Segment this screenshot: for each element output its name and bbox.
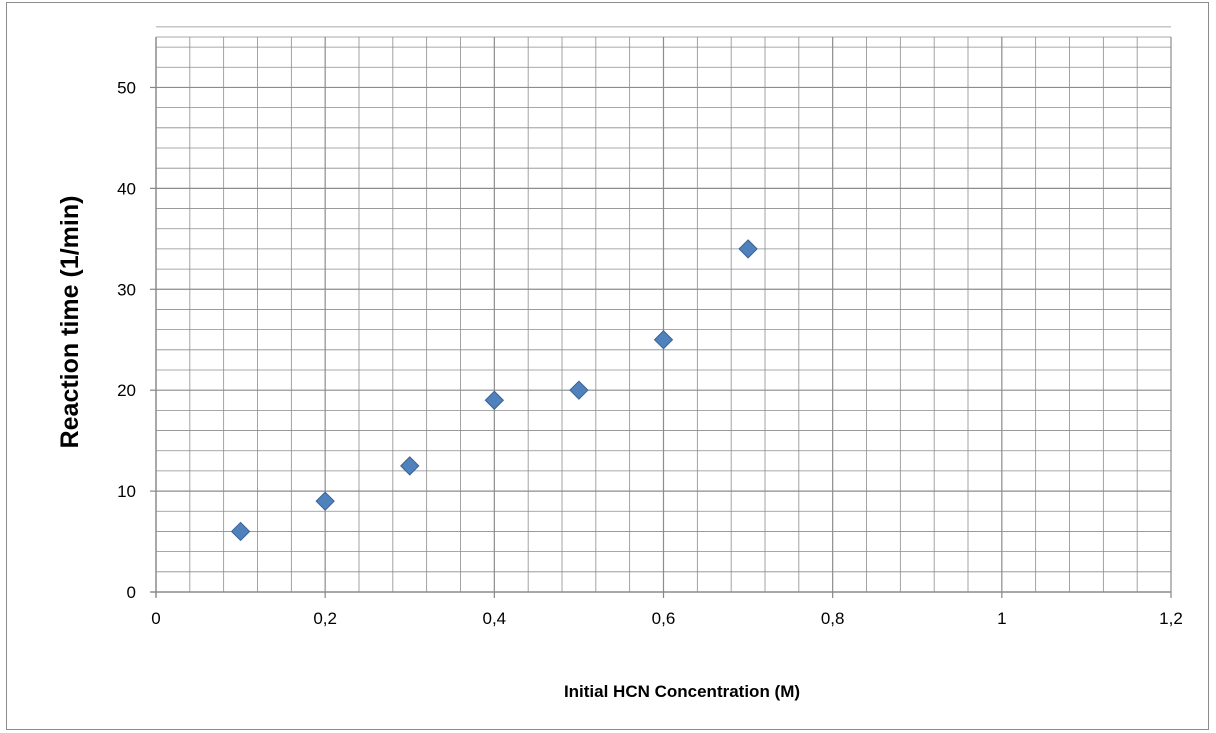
x-tick-label: 0 (151, 609, 160, 628)
y-axis-title: Reaction time (1/min) (56, 196, 84, 449)
y-tick-label: 20 (117, 381, 136, 400)
x-tick-label: 1 (997, 609, 1006, 628)
major-grid (155, 37, 1172, 593)
axes (150, 37, 1172, 598)
y-tick-label: 40 (117, 179, 136, 198)
x-axis-title: Initial HCN Concentration (M) (564, 682, 800, 701)
data-point (230, 521, 251, 542)
y-tick-label: 10 (117, 482, 136, 501)
x-tick-label: 0,6 (652, 609, 676, 628)
y-tick-labels: 0 10 20 30 40 50 (117, 78, 136, 602)
chart-frame (6, 2, 1209, 730)
x-tick-labels: 0 0,2 0,4 0,6 0,8 1 1,2 (151, 609, 1183, 628)
x-tick-label: 0,2 (313, 609, 337, 628)
x-tick-label: 0,8 (821, 609, 845, 628)
data-points (230, 239, 758, 542)
y-tick-label: 30 (117, 280, 136, 299)
y-tick-label: 50 (117, 78, 136, 97)
data-point (484, 390, 505, 410)
data-point (569, 380, 589, 400)
data-point (653, 330, 674, 350)
data-point (315, 491, 335, 511)
data-point (400, 456, 420, 476)
data-point (738, 239, 758, 259)
x-tick-label: 0,4 (483, 609, 507, 628)
y-tick-label: 0 (127, 583, 136, 602)
x-tick-label: 1,2 (1159, 609, 1183, 628)
